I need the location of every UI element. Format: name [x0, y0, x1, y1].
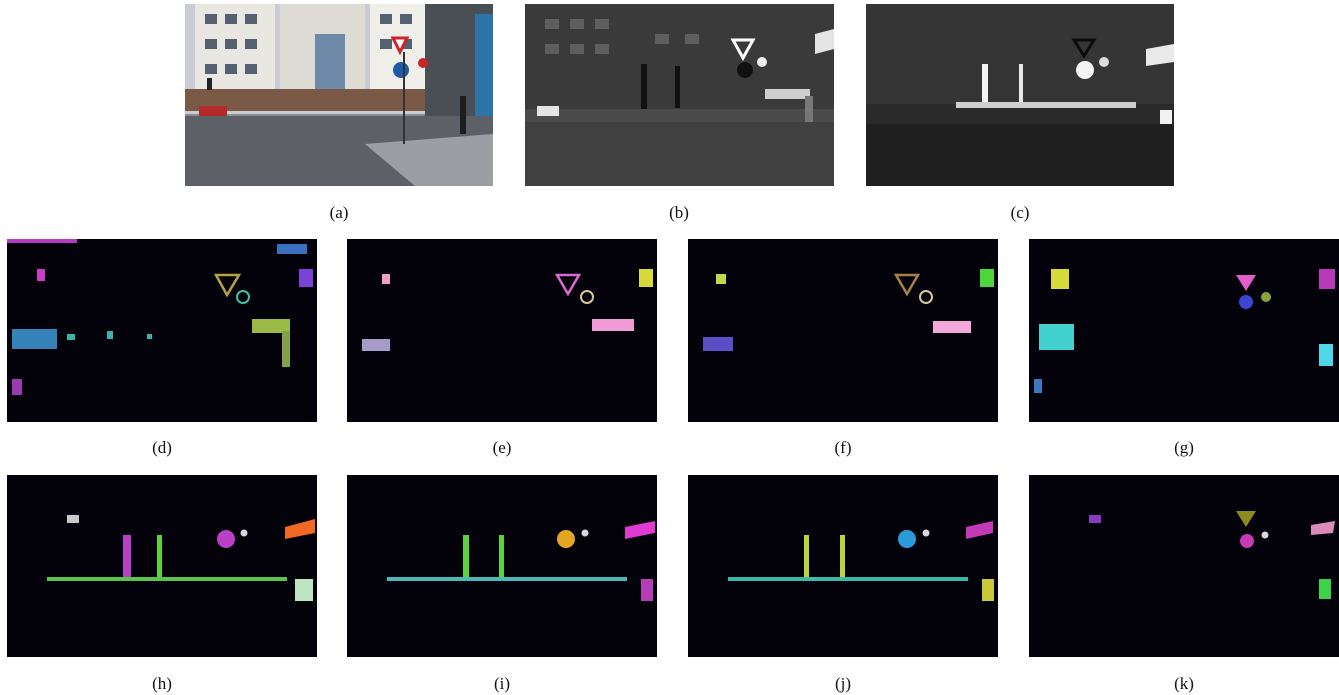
caption-a: (a)	[329, 203, 349, 222]
segmentation-map-g	[1029, 239, 1339, 422]
segmentation-map-k	[1029, 475, 1339, 657]
caption-g: (g)	[1174, 438, 1194, 457]
caption-c: (c)	[1010, 203, 1030, 222]
caption-h: (h)	[152, 674, 172, 693]
grayscale-dark-image	[866, 4, 1174, 186]
panel-g-segmentation	[1029, 239, 1339, 422]
panel-d-segmentation	[7, 239, 317, 422]
caption-e: (e)	[492, 438, 512, 457]
caption-k: (k)	[1174, 674, 1194, 693]
panel-j-segmentation	[688, 475, 998, 657]
caption-b: (b)	[669, 203, 689, 222]
panel-k-segmentation	[1029, 475, 1339, 657]
segmentation-map-e	[347, 239, 657, 422]
panel-i-segmentation	[347, 475, 657, 657]
caption-j: (j)	[834, 674, 852, 693]
segmentation-map-h	[7, 475, 317, 657]
panel-h-segmentation	[7, 475, 317, 657]
caption-d: (d)	[152, 438, 172, 457]
street-photo-image	[185, 4, 493, 186]
caption-i: (i)	[493, 674, 511, 693]
segmentation-map-i	[347, 475, 657, 657]
panel-f-segmentation	[688, 239, 998, 422]
panel-e-segmentation	[347, 239, 657, 422]
segmentation-map-f	[688, 239, 998, 422]
panel-c-grayscale-dark	[866, 4, 1174, 186]
segmentation-map-j	[688, 475, 998, 657]
panel-a-street-photo	[185, 4, 493, 186]
segmentation-map-d	[7, 239, 317, 422]
panel-b-grayscale	[525, 4, 834, 186]
caption-f: (f)	[834, 438, 852, 457]
grayscale-bright-image	[525, 4, 834, 186]
